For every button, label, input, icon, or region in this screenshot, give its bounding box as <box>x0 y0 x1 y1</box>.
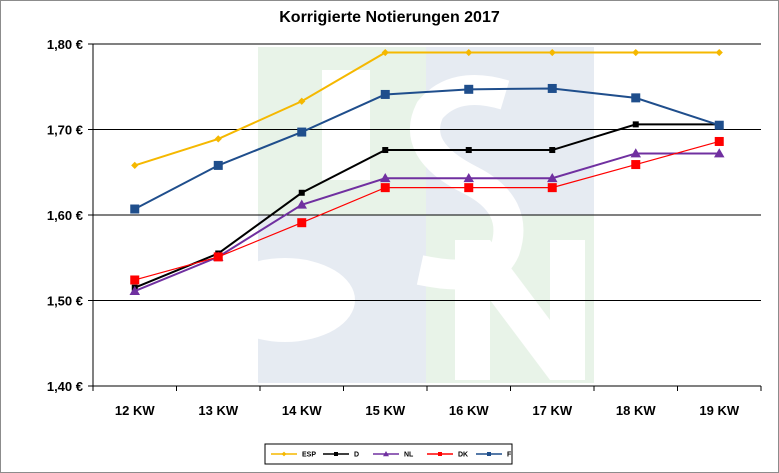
series-dk <box>130 136 724 285</box>
watermark-logo <box>215 47 594 383</box>
data-point-f <box>714 120 724 130</box>
data-point-esp <box>465 48 473 57</box>
data-point-nl <box>380 172 391 183</box>
legend-marker-esp <box>281 451 287 457</box>
legend-marker-f <box>487 452 491 456</box>
data-point-d <box>298 189 305 196</box>
data-point-f <box>130 204 140 214</box>
data-point-f <box>631 93 641 103</box>
y-tick-label: 1,50 € <box>47 294 83 309</box>
data-point-d <box>465 147 472 154</box>
legend-marker-d <box>334 452 338 456</box>
data-point-f <box>213 160 223 170</box>
series-line-f <box>134 87 720 210</box>
y-tick-label: 1,70 € <box>47 123 83 138</box>
data-point-nl <box>296 199 307 209</box>
chart-title: Korrigierte Notierungen 2017 <box>279 9 500 26</box>
x-tick-label: 17 KW <box>532 403 572 418</box>
x-tick-label: 16 KW <box>449 403 489 418</box>
x-tick-label: 14 KW <box>282 403 322 418</box>
data-point-f <box>547 83 557 93</box>
data-point-esp <box>131 161 139 170</box>
series-line-esp <box>134 51 720 167</box>
x-tick-label: 18 KW <box>616 403 656 418</box>
data-point-nl <box>463 172 474 183</box>
data-point-f <box>297 127 307 137</box>
data-point-dk <box>380 183 390 193</box>
y-tick-label: 1,40 € <box>47 379 83 394</box>
legend-label-nl: NL <box>404 452 414 459</box>
y-tick-label: 1,60 € <box>47 208 83 223</box>
data-point-d <box>549 147 556 154</box>
data-point-dk <box>631 160 641 170</box>
x-tick-label: 13 KW <box>198 403 238 418</box>
x-tick-label: 19 KW <box>699 403 739 418</box>
data-point-nl <box>547 172 558 183</box>
series-line-dk <box>134 140 720 281</box>
data-point-dk <box>213 252 223 262</box>
data-point-esp <box>715 48 723 57</box>
series-f <box>130 83 724 214</box>
legend-marker-dk <box>438 452 442 456</box>
series-line-d <box>134 123 720 289</box>
legend-label-dk: DK <box>458 452 468 459</box>
series-line-nl <box>134 152 720 293</box>
data-point-esp <box>381 48 389 57</box>
legend-marker-nl <box>383 451 389 457</box>
data-point-dk <box>464 183 474 193</box>
legend-label-esp: ESP <box>302 452 316 459</box>
x-tick-label: 12 KW <box>115 403 155 418</box>
data-point-nl <box>129 285 140 296</box>
legend-label-f: F <box>507 452 512 459</box>
data-point-d <box>632 121 639 128</box>
data-point-esp <box>214 135 222 143</box>
data-point-esp <box>298 97 306 105</box>
data-point-dk <box>547 183 557 193</box>
data-point-esp <box>548 48 556 57</box>
data-point-nl <box>714 148 725 158</box>
data-point-f <box>464 84 474 94</box>
data-point-f <box>380 89 390 99</box>
series-esp <box>131 48 723 170</box>
data-point-d <box>382 147 389 154</box>
x-tick-label: 15 KW <box>365 403 405 418</box>
data-point-nl <box>630 148 641 158</box>
data-point-dk <box>130 275 140 285</box>
y-tick-label: 1,80 € <box>47 37 83 52</box>
data-point-esp <box>632 48 640 57</box>
legend-label-d: D <box>354 452 359 459</box>
data-point-dk <box>297 218 307 228</box>
data-point-dk <box>714 136 724 146</box>
